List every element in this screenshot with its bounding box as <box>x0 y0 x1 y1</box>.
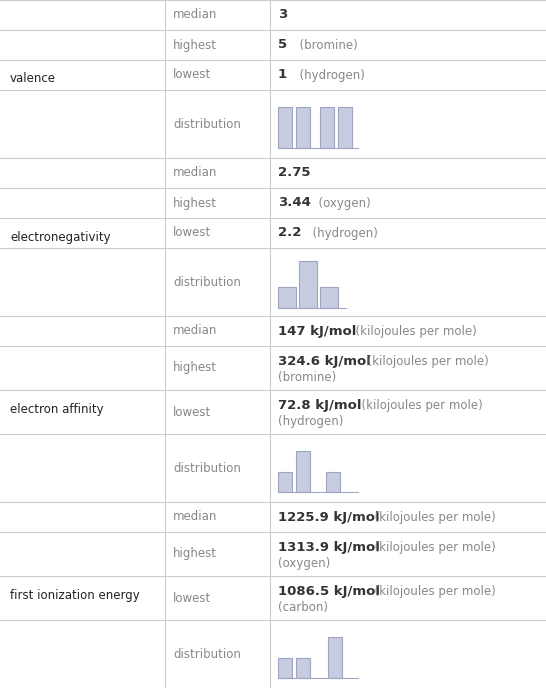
Text: median: median <box>173 166 217 180</box>
Text: distribution: distribution <box>173 462 241 475</box>
Text: highest: highest <box>173 39 217 52</box>
Text: lowest: lowest <box>173 592 211 605</box>
FancyBboxPatch shape <box>320 287 338 308</box>
Text: 2.2: 2.2 <box>278 226 301 239</box>
Text: highest: highest <box>173 361 217 374</box>
Text: highest: highest <box>173 197 217 210</box>
Text: lowest: lowest <box>173 69 211 81</box>
Text: (kilojoules per mole): (kilojoules per mole) <box>366 541 495 554</box>
Text: (hydrogen): (hydrogen) <box>278 415 343 428</box>
Text: (hydrogen): (hydrogen) <box>292 69 365 81</box>
Text: distribution: distribution <box>173 275 241 288</box>
FancyBboxPatch shape <box>278 471 292 492</box>
Text: median: median <box>173 510 217 524</box>
Text: median: median <box>173 325 217 338</box>
Text: 1225.9 kJ/mol: 1225.9 kJ/mol <box>278 510 379 524</box>
FancyBboxPatch shape <box>278 658 292 678</box>
Text: 5: 5 <box>278 39 287 52</box>
FancyBboxPatch shape <box>328 637 342 678</box>
FancyBboxPatch shape <box>278 107 292 148</box>
FancyBboxPatch shape <box>299 261 317 308</box>
FancyBboxPatch shape <box>296 451 310 492</box>
Text: highest: highest <box>173 548 217 561</box>
Text: distribution: distribution <box>173 118 241 131</box>
FancyBboxPatch shape <box>320 107 334 148</box>
Text: first ionization energy: first ionization energy <box>10 588 140 601</box>
FancyBboxPatch shape <box>326 471 340 492</box>
Text: distribution: distribution <box>173 647 241 660</box>
Text: (kilojoules per mole): (kilojoules per mole) <box>348 325 477 338</box>
Text: lowest: lowest <box>173 226 211 239</box>
Text: (bromine): (bromine) <box>278 372 336 384</box>
FancyBboxPatch shape <box>278 287 296 308</box>
FancyBboxPatch shape <box>338 107 352 148</box>
Text: (kilojoules per mole): (kilojoules per mole) <box>366 510 495 524</box>
Text: electronegativity: electronegativity <box>10 230 111 244</box>
Text: 1086.5 kJ/mol: 1086.5 kJ/mol <box>278 585 380 598</box>
Text: 72.8 kJ/mol: 72.8 kJ/mol <box>278 399 361 412</box>
Text: 324.6 kJ/mol: 324.6 kJ/mol <box>278 355 371 368</box>
Text: (kilojoules per mole): (kilojoules per mole) <box>366 585 495 598</box>
FancyBboxPatch shape <box>296 107 310 148</box>
Text: (carbon): (carbon) <box>278 601 328 614</box>
Text: (oxygen): (oxygen) <box>311 197 371 210</box>
Text: lowest: lowest <box>173 405 211 418</box>
Text: 1: 1 <box>278 69 287 81</box>
Text: (kilojoules per mole): (kilojoules per mole) <box>354 399 483 412</box>
Text: valence: valence <box>10 72 56 85</box>
Text: 2.75: 2.75 <box>278 166 311 180</box>
Text: (bromine): (bromine) <box>292 39 358 52</box>
Text: (hydrogen): (hydrogen) <box>305 226 377 239</box>
Text: median: median <box>173 8 217 21</box>
Text: electron affinity: electron affinity <box>10 402 104 416</box>
Text: 147 kJ/mol: 147 kJ/mol <box>278 325 357 338</box>
Text: (oxygen): (oxygen) <box>278 557 330 570</box>
Text: 1313.9 kJ/mol: 1313.9 kJ/mol <box>278 541 380 554</box>
Text: 3: 3 <box>278 8 287 21</box>
Text: (kilojoules per mole): (kilojoules per mole) <box>360 355 489 368</box>
FancyBboxPatch shape <box>296 658 310 678</box>
Text: 3.44: 3.44 <box>278 197 311 210</box>
